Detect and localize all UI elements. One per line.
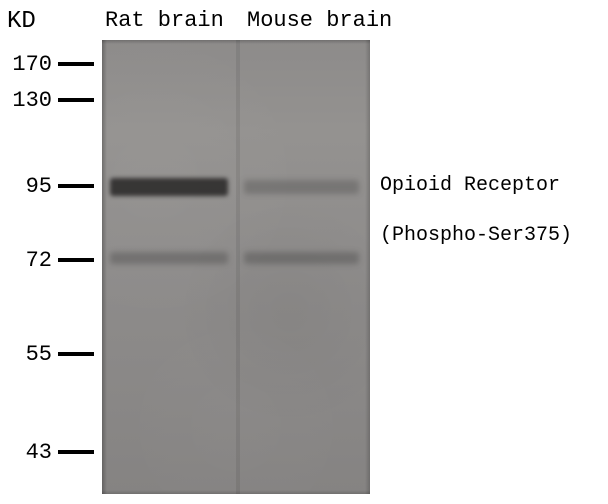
blot-edge <box>102 40 370 44</box>
blot-edge <box>102 490 370 494</box>
blot-edge <box>102 40 107 494</box>
mw-170: 170 <box>6 52 52 77</box>
tick-95 <box>58 184 94 188</box>
tick-170 <box>58 62 94 66</box>
lane-divider <box>236 40 240 494</box>
band-mouse-72 <box>244 252 359 264</box>
lane2-header: Mouse brain <box>247 8 392 33</box>
tick-72 <box>58 258 94 262</box>
western-blot <box>102 40 370 494</box>
mw-43: 43 <box>18 440 52 465</box>
unit-label: KD <box>7 8 36 35</box>
tick-43 <box>58 450 94 454</box>
lane1-header: Rat brain <box>105 8 224 33</box>
mw-72: 72 <box>18 248 52 273</box>
band-rat-72 <box>110 252 228 264</box>
tick-130 <box>58 98 94 102</box>
target-name: Opioid Receptor <box>380 174 560 197</box>
tick-55 <box>58 352 94 356</box>
band-mouse-main <box>244 180 359 194</box>
target-phospho: (Phospho-Ser375) <box>380 224 572 247</box>
mw-95: 95 <box>18 174 52 199</box>
mw-130: 130 <box>6 88 52 113</box>
blot-edge <box>365 40 370 494</box>
band-rat-main <box>110 178 228 196</box>
mw-55: 55 <box>18 342 52 367</box>
